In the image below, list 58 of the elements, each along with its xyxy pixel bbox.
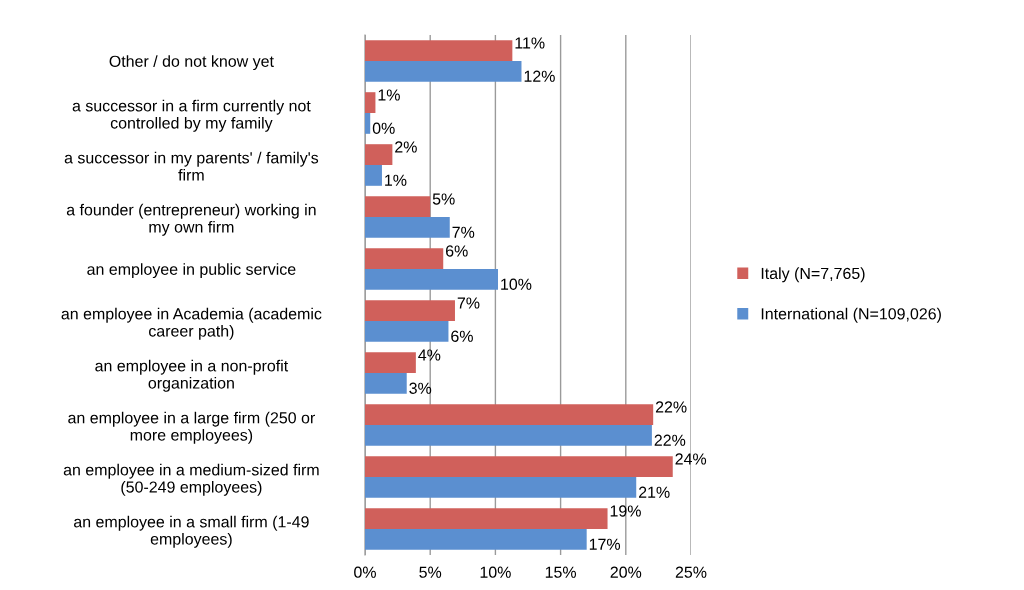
bar bbox=[365, 196, 431, 217]
data-label: 6% bbox=[446, 245, 468, 257]
bar bbox=[365, 144, 393, 165]
data-label: 4% bbox=[418, 349, 441, 361]
bar bbox=[365, 529, 587, 550]
bar bbox=[365, 352, 416, 373]
bar bbox=[365, 508, 608, 529]
data-label: 7% bbox=[457, 297, 480, 309]
data-label: 17% bbox=[589, 538, 621, 550]
data-label: 12% bbox=[524, 70, 555, 82]
y-tick-label: an employee in a large firm (250 or more employees) bbox=[68, 411, 315, 444]
y-tick-label: an employee in a small firm (1-49 employees) bbox=[74, 515, 309, 548]
bar bbox=[365, 165, 382, 186]
data-label: 11% bbox=[515, 37, 545, 49]
y-tick-label: a founder (entrepreneur) working in my own firm bbox=[66, 203, 316, 236]
legend-label: Italy (N=7,765) bbox=[761, 267, 865, 283]
data-label: 22% bbox=[655, 401, 687, 413]
bar bbox=[365, 456, 673, 477]
x-tick-label: 20% bbox=[610, 566, 642, 578]
x-tick-label: 5% bbox=[419, 566, 442, 578]
data-label: 1% bbox=[385, 174, 407, 186]
bar bbox=[365, 217, 450, 238]
data-label: 0% bbox=[372, 122, 395, 134]
y-tick-label: an employee in public service bbox=[87, 263, 296, 279]
y-tick-label: Other / do not know yet bbox=[109, 55, 274, 71]
bar bbox=[365, 404, 654, 425]
y-tick-label: an employee in a medium-sized firm (50-249 employees) bbox=[63, 463, 319, 496]
bar bbox=[365, 300, 455, 321]
bar bbox=[365, 321, 449, 342]
y-tick-label: a successor in my parents' / family's firm bbox=[64, 151, 319, 181]
bar bbox=[365, 40, 513, 61]
data-label: 1% bbox=[378, 89, 400, 101]
data-label: 3% bbox=[409, 382, 432, 394]
data-label: 10% bbox=[501, 278, 532, 290]
bar bbox=[365, 248, 444, 269]
bar bbox=[365, 269, 499, 290]
bar bbox=[365, 477, 637, 498]
data-label: 22% bbox=[654, 434, 686, 446]
data-label: 24% bbox=[675, 453, 707, 465]
bar bbox=[365, 425, 652, 446]
bar bbox=[365, 113, 371, 134]
data-label: 7% bbox=[452, 226, 475, 238]
bar bbox=[365, 373, 407, 394]
bar bbox=[365, 61, 522, 82]
y-tick-label: an employee in Academia (academic career path) bbox=[61, 307, 322, 340]
x-tick-label: 10% bbox=[480, 566, 511, 578]
x-tick-label: 0% bbox=[354, 566, 376, 578]
data-label: 19% bbox=[610, 505, 641, 517]
bar bbox=[365, 92, 376, 113]
legend-label: International (N=109,026) bbox=[761, 307, 941, 323]
x-tick-label: 15% bbox=[545, 566, 577, 578]
data-label: 6% bbox=[451, 330, 473, 342]
y-tick-label: an employee in a non-profit organization bbox=[95, 359, 289, 392]
data-label: 5% bbox=[432, 193, 455, 205]
y-tick-label: a successor in a firm currently not controlled by my family bbox=[72, 99, 311, 132]
data-label: 21% bbox=[638, 486, 670, 498]
data-label: 2% bbox=[395, 141, 417, 153]
x-tick-label: 25% bbox=[675, 566, 707, 578]
